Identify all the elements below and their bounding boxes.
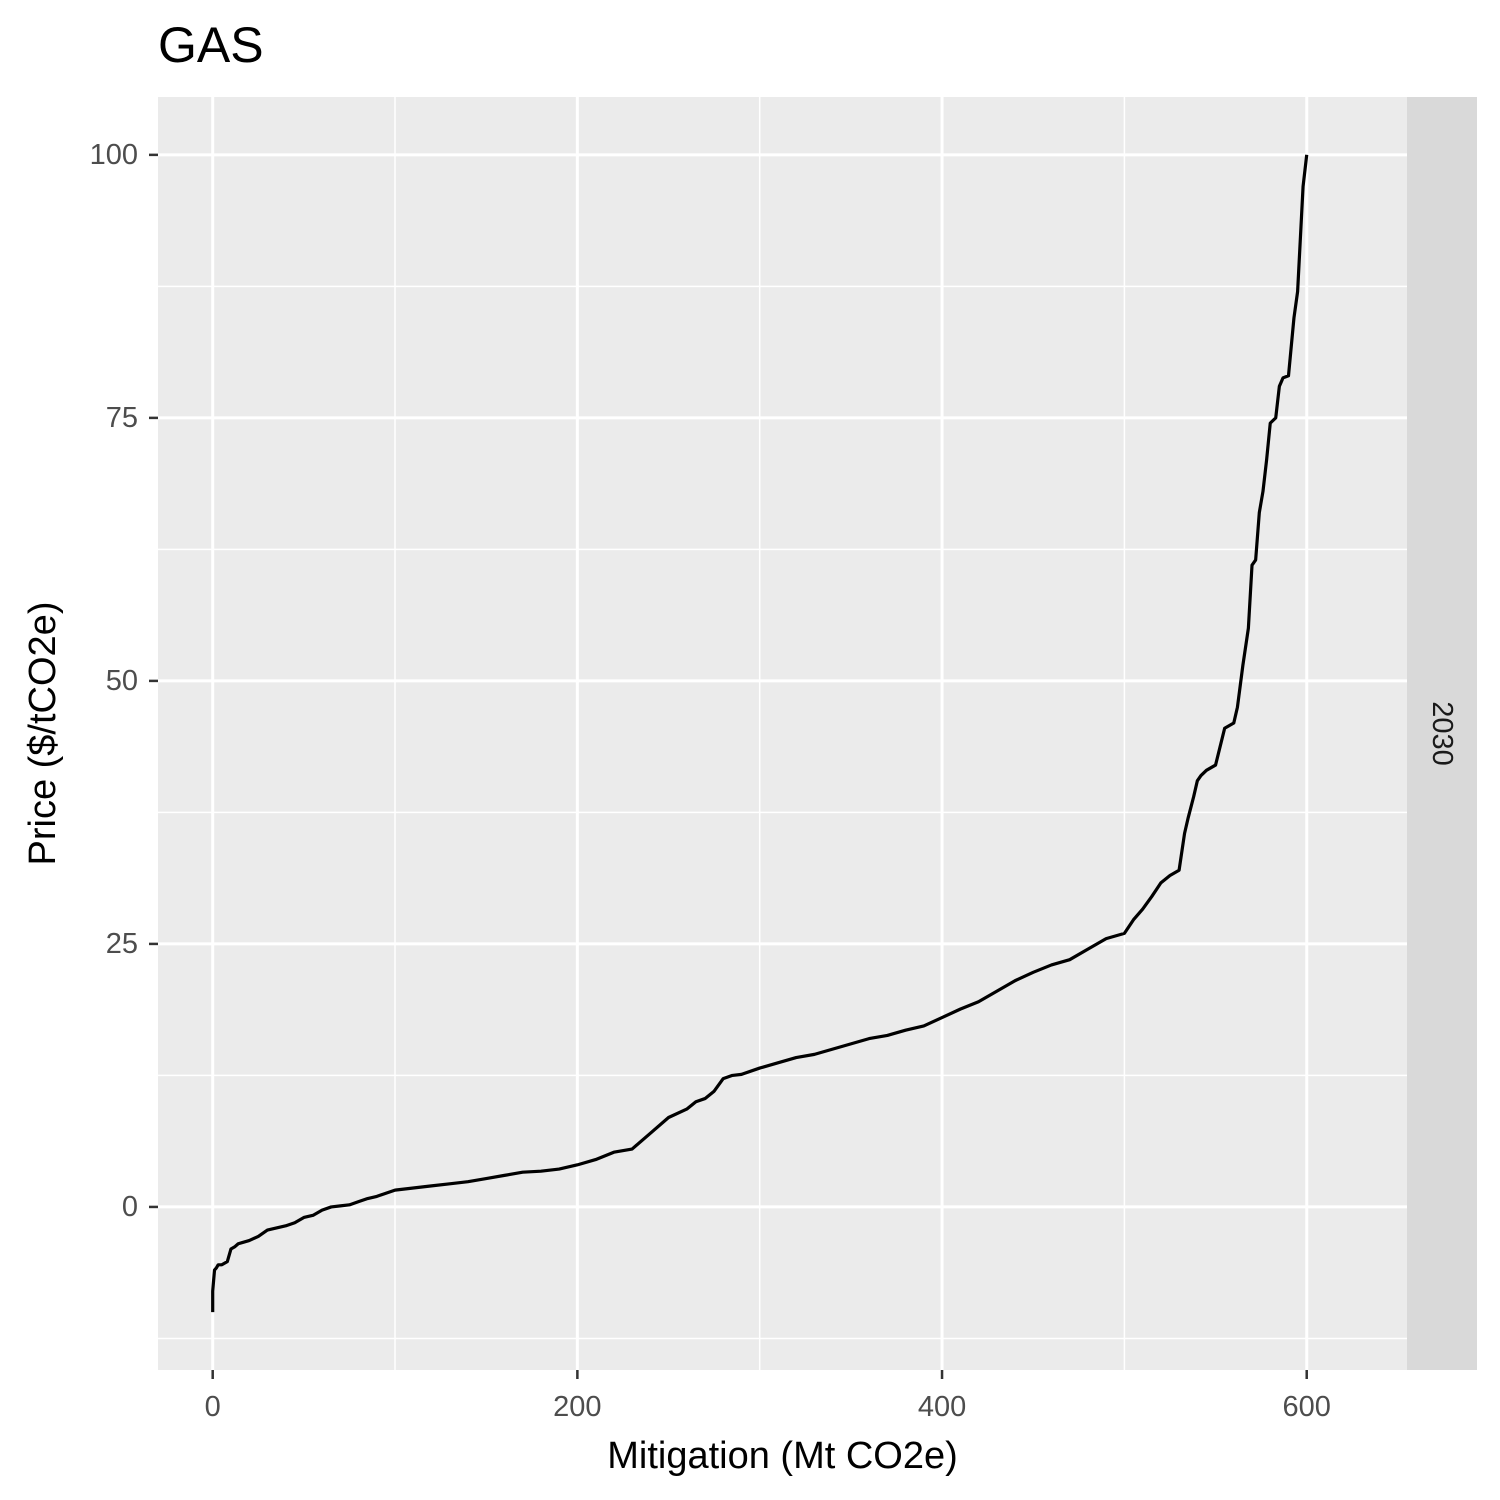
y-axis-title: Price ($/tCO2e) (22, 602, 64, 866)
x-axis-ticks: 0 200 400 600 (205, 1370, 1331, 1423)
y-tick-label: 25 (106, 928, 138, 960)
y-tick-label: 75 (106, 402, 138, 434)
y-tick-label: 50 (106, 665, 138, 697)
y-tick-label: 0 (122, 1191, 138, 1223)
series-line (211, 154, 1309, 1313)
chart-title: GAS (158, 17, 264, 73)
facet-strip-label: 2030 (1426, 701, 1458, 766)
y-axis-ticks: 0 25 50 75 100 (90, 139, 158, 1223)
y-tick-label: 100 (90, 139, 138, 171)
x-tick-label: 400 (918, 1391, 966, 1423)
x-tick-label: 600 (1283, 1391, 1331, 1423)
major-gridlines (158, 97, 1407, 1370)
x-tick-label: 0 (205, 1391, 221, 1423)
plot-panel (158, 97, 1407, 1370)
x-tick-label: 200 (553, 1391, 601, 1423)
x-axis-title: Mitigation (Mt CO2e) (607, 1435, 958, 1477)
minor-gridlines (158, 97, 1407, 1370)
facet-strip (1407, 97, 1477, 1370)
